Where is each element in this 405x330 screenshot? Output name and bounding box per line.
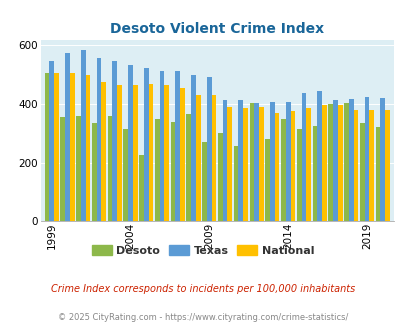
Bar <box>379 98 384 221</box>
Title: Desoto Violent Crime Index: Desoto Violent Crime Index <box>110 22 324 36</box>
Bar <box>65 53 70 221</box>
Bar <box>332 100 337 221</box>
Bar <box>343 103 348 221</box>
Bar <box>148 83 153 221</box>
Bar <box>81 50 85 221</box>
Bar <box>222 100 227 221</box>
Bar <box>364 97 369 221</box>
Bar <box>233 146 238 221</box>
Bar <box>54 73 59 221</box>
Bar <box>143 68 148 221</box>
Bar <box>207 77 211 221</box>
Bar <box>317 91 321 221</box>
Bar <box>155 119 159 221</box>
Bar <box>191 75 196 221</box>
Bar <box>139 155 143 221</box>
Bar <box>328 104 332 221</box>
Bar <box>280 119 285 221</box>
Bar <box>227 107 232 221</box>
Bar <box>107 116 112 221</box>
Bar <box>85 75 90 221</box>
Bar <box>117 85 121 221</box>
Bar <box>49 61 54 221</box>
Bar <box>348 99 353 221</box>
Bar <box>359 123 364 221</box>
Bar <box>112 61 117 221</box>
Bar <box>202 142 207 221</box>
Text: Crime Index corresponds to incidents per 100,000 inhabitants: Crime Index corresponds to incidents per… <box>51 284 354 294</box>
Bar <box>70 73 75 221</box>
Bar <box>196 95 200 221</box>
Bar <box>305 108 310 221</box>
Bar <box>170 121 175 221</box>
Bar <box>337 106 342 221</box>
Bar <box>290 111 294 221</box>
Bar <box>101 82 106 221</box>
Bar <box>269 102 274 221</box>
Bar <box>45 73 49 221</box>
Bar <box>164 85 169 221</box>
Text: © 2025 CityRating.com - https://www.cityrating.com/crime-statistics/: © 2025 CityRating.com - https://www.city… <box>58 313 347 322</box>
Bar <box>296 129 301 221</box>
Bar <box>180 88 184 221</box>
Bar <box>123 129 128 221</box>
Bar <box>254 103 258 221</box>
Bar <box>353 110 358 221</box>
Bar <box>274 113 279 221</box>
Bar <box>301 93 305 221</box>
Bar <box>258 107 263 221</box>
Bar <box>175 71 180 221</box>
Bar <box>238 100 243 221</box>
Bar <box>96 58 101 221</box>
Bar <box>211 95 216 221</box>
Bar <box>375 127 379 221</box>
Bar <box>264 139 269 221</box>
Bar <box>92 123 96 221</box>
Bar <box>217 133 222 221</box>
Bar <box>186 114 191 221</box>
Bar <box>249 103 254 221</box>
Bar <box>60 117 65 221</box>
Bar <box>369 110 373 221</box>
Bar <box>285 102 290 221</box>
Bar <box>243 108 247 221</box>
Bar <box>321 106 326 221</box>
Bar <box>132 85 137 221</box>
Bar <box>159 71 164 221</box>
Legend: Desoto, Texas, National: Desoto, Texas, National <box>87 241 318 260</box>
Bar <box>76 116 81 221</box>
Bar <box>312 126 317 221</box>
Bar <box>128 65 132 221</box>
Bar <box>384 110 389 221</box>
